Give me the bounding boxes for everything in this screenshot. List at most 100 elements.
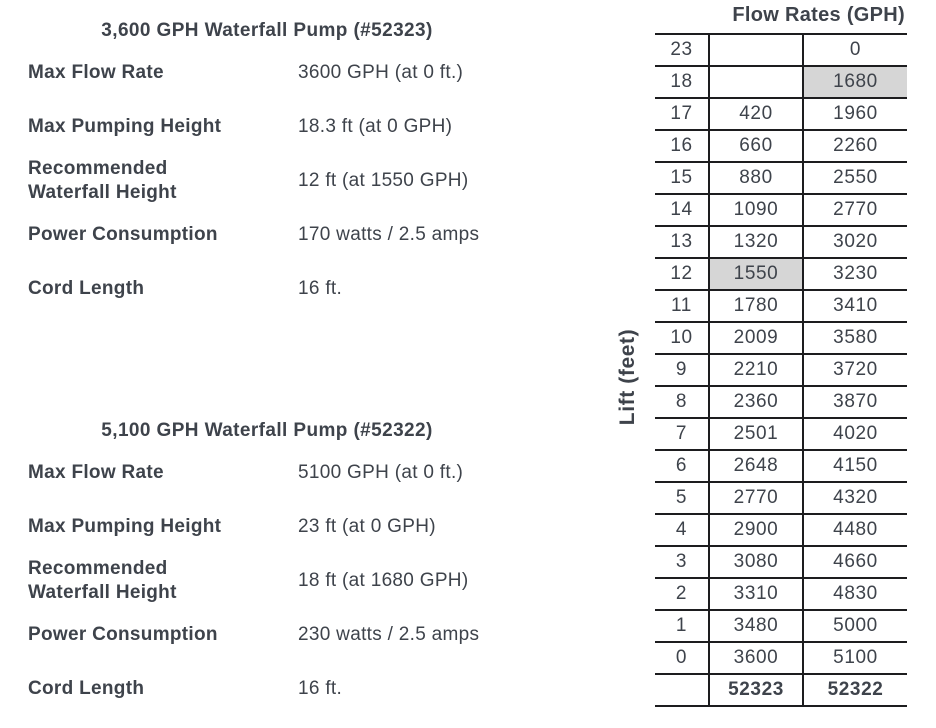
spec-value: 16 ft. [298,678,343,699]
flow-cell-p52322: 2550 [802,161,907,194]
flow-table-row: 14 1090 2770 [655,193,907,226]
flow-cell-lift: 16 [655,129,709,162]
spec-value: 3600 GPH (at 0 ft.) [298,62,464,83]
pump-title: 3,600 GPH Waterfall Pump (#52323) [101,20,433,41]
flow-cell-p52322: 4320 [802,481,907,514]
spec-value: 170 watts / 2.5 amps [298,224,480,245]
flow-cell-p52323: 1550 [708,257,803,290]
flow-table-row: 4 2900 4480 [655,513,907,546]
flow-cell-p52322: 4150 [802,449,907,482]
flow-table-row: 16 660 2260 [655,129,907,162]
flow-cell-p52323: 3310 [708,577,803,610]
spec-label: Recommended Waterfall Height [28,158,177,203]
spec-value: 18 ft (at 1680 GPH) [298,570,469,591]
spec-label: Max Pumping Height [28,116,222,137]
spec-label: Power Consumption [28,624,218,645]
flow-table-row: 2 3310 4830 [655,577,907,610]
flow-cell-p52323: 1090 [708,193,803,226]
flow-cell-p52322: 4830 [802,577,907,610]
flow-footer-model-52323: 52323 [708,673,803,707]
flow-cell-p52322: 3870 [802,385,907,418]
flow-cell-lift: 4 [655,513,709,546]
flow-cell-lift: 6 [655,449,709,482]
spec-row-max-pumping-height: Max Pumping Height 23 ft (at 0 GPH) [28,500,573,554]
flow-table-row: 9 2210 3720 [655,353,907,386]
flow-table-row: 7 2501 4020 [655,417,907,450]
flow-cell-p52323: 2648 [708,449,803,482]
spec-value: 230 watts / 2.5 amps [298,624,480,645]
flow-cell-lift: 11 [655,289,709,322]
flow-cell-p52323: 2009 [708,321,803,354]
flow-cell-p52322: 3720 [802,353,907,386]
lift-axis-label: Lift (feet) [616,328,639,426]
flow-cell-p52322: 3410 [802,289,907,322]
flow-footer-lift-cell [655,673,709,707]
flow-cell-lift: 15 [655,161,709,194]
pump-section-52323: 3,600 GPH Waterfall Pump (#52323) Max Fl… [28,16,573,316]
flow-cell-p52323: 2501 [708,417,803,450]
flow-cell-lift: 9 [655,353,709,386]
spec-panel: 3,600 GPH Waterfall Pump (#52323) Max Fl… [28,16,573,716]
flow-cell-p52323: 1320 [708,225,803,258]
flow-cell-p52322: 4660 [802,545,907,578]
spec-label: Recommended Waterfall Height [28,558,177,603]
spec-value: 16 ft. [298,278,343,299]
flow-table-row: 1 3480 5000 [655,609,907,642]
spec-label: Cord Length [28,678,145,699]
spec-row-cord-length: Cord Length 16 ft. [28,262,573,316]
pump-section-52322: 5,100 GPH Waterfall Pump (#52322) Max Fl… [28,416,573,716]
spec-label: Max Flow Rate [28,62,164,83]
flow-cell-p52322: 4480 [802,513,907,546]
flow-table-row: 3 3080 4660 [655,545,907,578]
flow-rates-table: 23 0 18 1680 17 420 1960 16 660 2260 15 880 2550 14 10… [655,33,907,707]
flow-table-row: 11 1780 3410 [655,289,907,322]
flow-cell-lift: 23 [655,33,709,66]
flow-cell-lift: 5 [655,481,709,514]
flow-footer-row: 52323 52322 [655,673,907,707]
flow-cell-p52323: 880 [708,161,803,194]
flow-cell-lift: 7 [655,417,709,450]
flow-cell-lift: 8 [655,385,709,418]
spec-row-cord-length: Cord Length 16 ft. [28,662,573,716]
flow-table-row: 23 0 [655,33,907,66]
flow-cell-p52322: 1960 [802,97,907,130]
flow-cell-p52322: 5100 [802,641,907,674]
flow-cell-lift: 0 [655,641,709,674]
flow-table-row: 6 2648 4150 [655,449,907,482]
flow-cell-p52323: 3600 [708,641,803,674]
flow-cell-lift: 3 [655,545,709,578]
flow-cell-p52323: 2210 [708,353,803,386]
spec-row-recommended-waterfall-height: Recommended Waterfall Height 18 ft (at 1… [28,554,573,608]
flow-cell-p52323: 420 [708,97,803,130]
spec-value: 5100 GPH (at 0 ft.) [298,462,464,483]
flow-table-row: 13 1320 3020 [655,225,907,258]
spec-value: 12 ft (at 1550 GPH) [298,170,469,191]
flow-cell-p52323: 2360 [708,385,803,418]
flow-cell-p52323: 660 [708,129,803,162]
pump-title: 5,100 GPH Waterfall Pump (#52322) [101,420,433,441]
flow-table-row: 10 2009 3580 [655,321,907,354]
flow-table-row: 12 1550 3230 [655,257,907,290]
flow-cell-p52322: 1680 [802,65,907,98]
flow-cell-lift: 10 [655,321,709,354]
flow-table-title: Flow Rates (GPH) [732,4,905,26]
flow-cell-p52322: 3580 [802,321,907,354]
flow-cell-lift: 1 [655,609,709,642]
flow-cell-p52322: 2770 [802,193,907,226]
flow-cell-p52322: 2260 [802,129,907,162]
flow-footer-model-52322: 52322 [802,673,907,707]
spec-value: 23 ft (at 0 GPH) [298,516,436,537]
flow-cell-p52323 [708,65,803,98]
flow-table-row: 15 880 2550 [655,161,907,194]
flow-cell-p52322: 5000 [802,609,907,642]
spec-row-recommended-waterfall-height: Recommended Waterfall Height 12 ft (at 1… [28,154,573,208]
flow-table-row: 8 2360 3870 [655,385,907,418]
spec-row-max-pumping-height: Max Pumping Height 18.3 ft (at 0 GPH) [28,100,573,154]
flow-cell-p52322: 3020 [802,225,907,258]
flow-cell-p52323: 2770 [708,481,803,514]
spec-label: Cord Length [28,278,145,299]
flow-cell-lift: 17 [655,97,709,130]
flow-table-row: 0 3600 5100 [655,641,907,674]
spec-row-power-consumption: Power Consumption 170 watts / 2.5 amps [28,208,573,262]
